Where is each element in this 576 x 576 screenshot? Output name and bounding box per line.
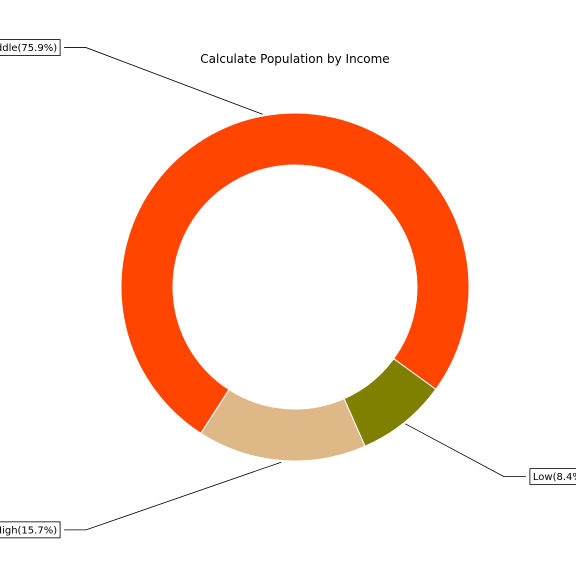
leader-line xyxy=(64,461,282,531)
leader-line xyxy=(64,47,263,115)
slice-high xyxy=(200,388,366,462)
leader-line xyxy=(405,423,526,478)
slice-middle xyxy=(120,112,470,435)
donut-slices xyxy=(120,112,470,462)
slice-label-text: Low(8.4%) xyxy=(533,472,576,483)
label-middle: Middle(75.9%) xyxy=(0,39,263,115)
chart-title: Calculate Population by Income xyxy=(200,52,389,66)
slice-labels: Middle(75.9%) High(15.7%) Low(8.4%) xyxy=(0,39,576,539)
slice-label-text: Middle(75.9%) xyxy=(0,43,57,54)
slice-label-text: High(15.7%) xyxy=(0,525,57,536)
slice-low xyxy=(343,358,437,447)
label-low: Low(8.4%) xyxy=(405,423,576,486)
label-box xyxy=(0,39,61,56)
label-box xyxy=(0,521,61,539)
label-box xyxy=(529,468,576,486)
label-high: High(15.7%) xyxy=(0,461,282,539)
